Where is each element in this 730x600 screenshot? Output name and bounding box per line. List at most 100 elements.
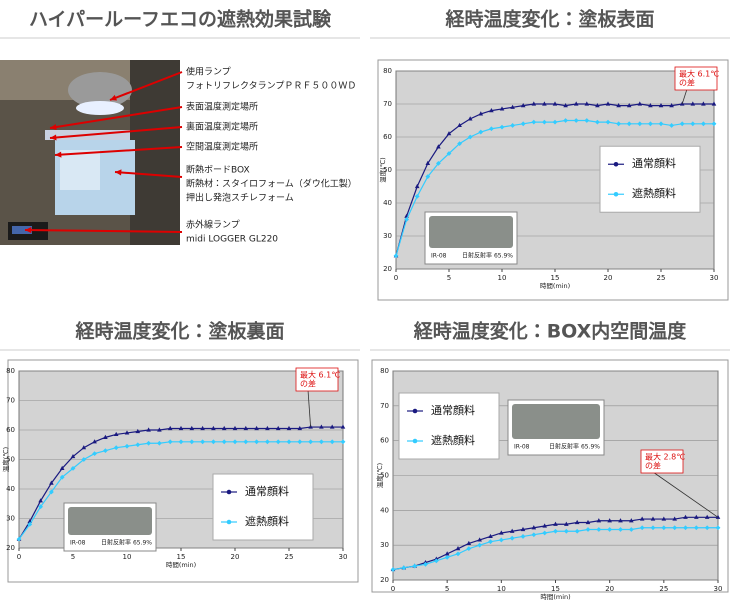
point bbox=[605, 119, 611, 125]
y-tick-label: 50 bbox=[6, 456, 15, 464]
y-axis-label: 温度(℃) bbox=[375, 463, 384, 488]
point bbox=[103, 434, 108, 439]
x-tick-label: 25 bbox=[657, 274, 666, 282]
legend-label: 遮熱顔料 bbox=[245, 514, 289, 528]
point bbox=[661, 525, 667, 531]
point bbox=[265, 439, 270, 445]
point bbox=[701, 121, 706, 127]
point bbox=[38, 498, 43, 503]
photo-arrow bbox=[24, 229, 183, 233]
photo-arrow bbox=[109, 71, 183, 101]
point bbox=[661, 516, 667, 521]
chart: 経時温度変化：BOX内空間温度 20 30 40 50 60 70 80 0 5 10 15 20 25 3… bbox=[370, 320, 730, 600]
point bbox=[113, 431, 119, 437]
point bbox=[178, 425, 184, 431]
point bbox=[489, 126, 494, 132]
inset-label: IR-08 bbox=[514, 444, 530, 451]
point bbox=[683, 514, 688, 519]
point bbox=[444, 551, 450, 556]
point bbox=[254, 439, 259, 445]
point bbox=[167, 439, 173, 445]
point bbox=[499, 530, 504, 535]
annotation-box bbox=[674, 66, 718, 91]
annotation-text: 最大 6.1℃ bbox=[679, 69, 719, 79]
legend-label: 遮熱顔料 bbox=[632, 186, 676, 200]
y-axis-label: 温度(℃) bbox=[1, 447, 10, 472]
point bbox=[478, 111, 484, 116]
annotation-box bbox=[295, 367, 339, 392]
point bbox=[531, 525, 537, 530]
point bbox=[596, 527, 602, 532]
legend-marker bbox=[613, 191, 619, 197]
point bbox=[286, 439, 292, 445]
y-tick-label: 30 bbox=[380, 541, 389, 549]
photo-label: 断熱材：スタイロフォーム（ダウ化工製） bbox=[186, 178, 357, 190]
point bbox=[70, 465, 76, 471]
point bbox=[573, 101, 579, 106]
point bbox=[390, 567, 396, 572]
point bbox=[49, 480, 54, 485]
point bbox=[563, 528, 569, 534]
point bbox=[563, 103, 568, 108]
point bbox=[499, 106, 505, 111]
inset-label: IR-08 bbox=[70, 540, 86, 547]
point bbox=[232, 425, 238, 431]
y-tick-label: 20 bbox=[6, 544, 15, 552]
y-axis-label: 温度(℃) bbox=[378, 157, 387, 182]
point bbox=[124, 430, 130, 435]
point bbox=[690, 101, 696, 106]
point bbox=[308, 439, 313, 445]
point bbox=[498, 537, 504, 543]
point bbox=[446, 131, 452, 136]
point bbox=[605, 101, 611, 106]
x-tick-label: 30 bbox=[714, 585, 723, 593]
point bbox=[542, 119, 547, 125]
legend-label: 遮熱顔料 bbox=[431, 433, 475, 447]
x-tick-label: 10 bbox=[123, 553, 132, 561]
point bbox=[466, 540, 472, 546]
point bbox=[584, 118, 590, 123]
point bbox=[92, 439, 97, 444]
point bbox=[648, 121, 653, 127]
point bbox=[542, 523, 547, 528]
y-tick-label: 80 bbox=[6, 367, 15, 375]
point bbox=[393, 253, 399, 259]
inset-sample bbox=[429, 216, 513, 248]
x-tick-label: 25 bbox=[659, 585, 668, 593]
point bbox=[297, 439, 303, 445]
point bbox=[595, 119, 600, 125]
point bbox=[531, 532, 537, 538]
point bbox=[690, 121, 696, 127]
legend-box bbox=[212, 473, 314, 541]
point bbox=[467, 116, 473, 121]
point bbox=[167, 425, 173, 431]
y-tick-label: 40 bbox=[380, 506, 389, 514]
legend-marker bbox=[613, 161, 619, 167]
photo-arrowhead bbox=[115, 169, 122, 176]
point bbox=[401, 565, 407, 571]
point bbox=[715, 525, 721, 531]
y-tick-label: 80 bbox=[383, 67, 392, 75]
point bbox=[275, 439, 281, 445]
photo-label: midi LOGGER GL220 bbox=[186, 235, 278, 245]
point bbox=[694, 514, 699, 519]
point bbox=[585, 527, 591, 532]
inset-sample bbox=[512, 404, 600, 439]
point bbox=[585, 519, 591, 525]
photo-title: ハイパールーフエコの遮熱効果試験 bbox=[29, 8, 332, 31]
photo-label: 空間温度測定場所 bbox=[186, 141, 258, 153]
y-tick-label: 40 bbox=[6, 485, 15, 493]
legend-marker bbox=[412, 408, 418, 414]
point bbox=[650, 525, 656, 531]
annotation-text: 最大 6.1℃ bbox=[300, 370, 340, 380]
point bbox=[49, 489, 54, 495]
x-tick-label: 5 bbox=[447, 274, 451, 282]
point bbox=[455, 551, 461, 557]
inset-label: IR-08 bbox=[431, 253, 447, 260]
point bbox=[669, 123, 674, 128]
point bbox=[683, 525, 688, 531]
x-tick-label: 0 bbox=[394, 274, 398, 282]
photo-label: 押出し発泡スチレフォーム bbox=[186, 192, 294, 204]
photo-label: 表面温度測定場所 bbox=[186, 101, 258, 113]
